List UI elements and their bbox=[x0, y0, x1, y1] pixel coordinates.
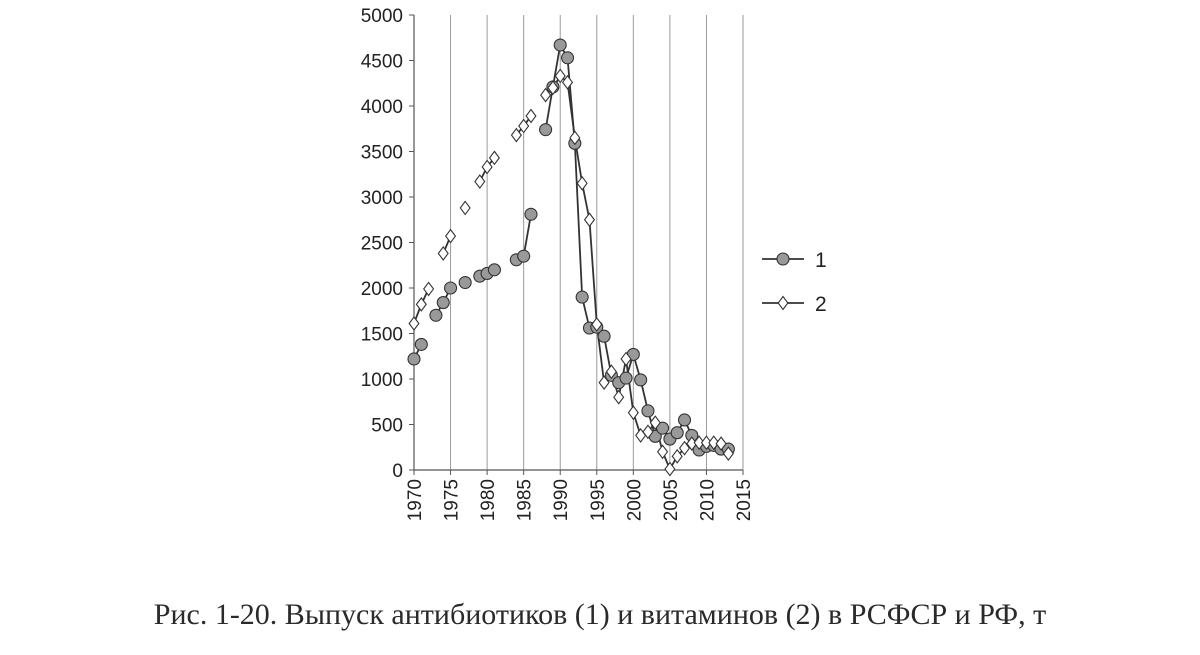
grid-lines bbox=[450, 15, 744, 470]
x-tick-label-1995: 1995 bbox=[588, 479, 609, 521]
series-2-point-1990 bbox=[554, 68, 566, 84]
series-1-point-2002 bbox=[641, 404, 655, 418]
y-tick-label-2000: 2000 bbox=[361, 279, 403, 300]
series-2-point-1971 bbox=[415, 296, 427, 312]
y-tick-labels: 0 500 1000 1500 2000 2500 3000 3500 4000 4500 5000 bbox=[361, 6, 403, 482]
legend-label-1: 1 bbox=[815, 249, 827, 272]
series-2-point-1989 bbox=[547, 80, 559, 96]
series-2-point-2002 bbox=[642, 424, 654, 440]
x-tick-labels: 1970 1975 1980 1985 1990 1995 2000 2005 2010 2015 bbox=[405, 479, 755, 521]
series-1-point-1990 bbox=[553, 38, 567, 52]
series-2-point-1998 bbox=[613, 389, 625, 405]
legend-label-2: 2 bbox=[815, 293, 827, 316]
legend: 12 bbox=[762, 249, 827, 316]
series-2-point-1980 bbox=[481, 159, 493, 175]
series-2-point-1975 bbox=[444, 228, 457, 244]
series-2-point-1979 bbox=[474, 174, 486, 189]
series-1-point-1973 bbox=[429, 308, 443, 322]
legend-marker-2 bbox=[777, 295, 789, 311]
series-2-point-1997 bbox=[605, 364, 617, 380]
series-1-point-1986 bbox=[524, 207, 538, 221]
series-2-point-1985 bbox=[518, 118, 530, 134]
series-1-point-1985 bbox=[517, 249, 531, 263]
series-2-point-1974 bbox=[437, 246, 449, 261]
series-2-point-1999 bbox=[620, 351, 632, 367]
x-tick-label-1990: 1990 bbox=[551, 479, 572, 521]
y-tick-label-4000: 4000 bbox=[361, 97, 403, 118]
series-2-point-2003 bbox=[649, 415, 661, 431]
y-tick-label-1500: 1500 bbox=[361, 325, 403, 346]
series-1-point-1988 bbox=[539, 123, 553, 137]
axes bbox=[409, 14, 744, 475]
series-1-point-1999 bbox=[619, 371, 633, 385]
series-2-point-2006 bbox=[671, 448, 683, 464]
series-2-point-1995 bbox=[591, 316, 603, 332]
series-2-point-2010 bbox=[700, 435, 713, 451]
series-1-point-1981 bbox=[487, 263, 501, 277]
y-tick-label-5000: 5000 bbox=[361, 6, 403, 27]
series-2-point-1993 bbox=[576, 175, 588, 191]
y-tick-label-3000: 3000 bbox=[361, 188, 403, 209]
series-1-point-1991 bbox=[560, 51, 575, 65]
x-tick-label-2010: 2010 bbox=[697, 479, 718, 521]
series-lines bbox=[413, 42, 730, 472]
series-2-point-2007 bbox=[678, 440, 691, 456]
y-tick-label-500: 500 bbox=[371, 416, 403, 437]
figure-caption: Рис. 1-20. Выпуск антибиотиков (1) и вит… bbox=[153, 598, 1047, 631]
series-2-point-1984 bbox=[510, 127, 522, 143]
series-1-point-1996 bbox=[597, 329, 611, 343]
y-tick-label-1000: 1000 bbox=[361, 370, 403, 391]
series-2-point-1992 bbox=[569, 130, 581, 146]
series-1-point-2006 bbox=[670, 426, 684, 440]
series-1-point-1975 bbox=[444, 281, 458, 295]
series-2-point-1970 bbox=[408, 316, 420, 331]
series-1-point-1970 bbox=[407, 352, 421, 366]
series-2-point-1996 bbox=[598, 375, 610, 391]
series-layer bbox=[407, 38, 735, 477]
series-markers bbox=[407, 38, 735, 477]
series-2-point-1991 bbox=[561, 74, 574, 90]
legend-marker-1 bbox=[776, 252, 790, 266]
series-2-point-2000 bbox=[627, 405, 639, 421]
series-1-point-1971 bbox=[414, 337, 428, 351]
series-1-point-2001 bbox=[634, 373, 648, 387]
series-1-point-1977 bbox=[458, 275, 472, 290]
x-tick-label-1985: 1985 bbox=[515, 479, 536, 521]
x-tick-label-1970: 1970 bbox=[405, 479, 426, 521]
y-tick-label-0: 0 bbox=[392, 461, 403, 482]
series-2-point-1988 bbox=[540, 87, 552, 103]
series-1-point-2007 bbox=[677, 413, 692, 427]
series-2-point-1972 bbox=[423, 281, 435, 297]
series-2-point-2011 bbox=[708, 435, 720, 451]
series-2-point-1977 bbox=[459, 200, 471, 216]
series-2-point-2013 bbox=[722, 446, 734, 462]
x-tick-label-1980: 1980 bbox=[478, 479, 499, 521]
series-1-point-1974 bbox=[436, 296, 450, 310]
series-1-point-1993 bbox=[575, 290, 589, 304]
series-2-point-2012 bbox=[715, 436, 727, 452]
x-tick-label-2015: 2015 bbox=[734, 479, 755, 521]
series-2-point-2005 bbox=[664, 461, 676, 477]
series-2-point-1994 bbox=[583, 212, 596, 228]
y-tick-label-3500: 3500 bbox=[361, 143, 403, 164]
series-2-point-1986 bbox=[525, 108, 537, 124]
series-1-line-segment-5 bbox=[544, 42, 729, 452]
series-2-point-1981 bbox=[488, 150, 500, 166]
x-tick-label-2005: 2005 bbox=[661, 479, 682, 521]
series-2-point-2009 bbox=[693, 435, 705, 451]
chart: 0 500 1000 1500 2000 2500 3000 3500 4000 4500 5000… bbox=[361, 6, 827, 521]
y-tick-label-2500: 2500 bbox=[361, 234, 403, 255]
x-tick-label-2000: 2000 bbox=[624, 479, 645, 521]
series-2-point-2004 bbox=[657, 444, 669, 460]
y-tick-label-4500: 4500 bbox=[361, 52, 403, 73]
x-tick-label-1975: 1975 bbox=[442, 479, 463, 521]
legend-item-2: 2 bbox=[762, 293, 827, 316]
legend-item-1: 1 bbox=[762, 249, 827, 272]
